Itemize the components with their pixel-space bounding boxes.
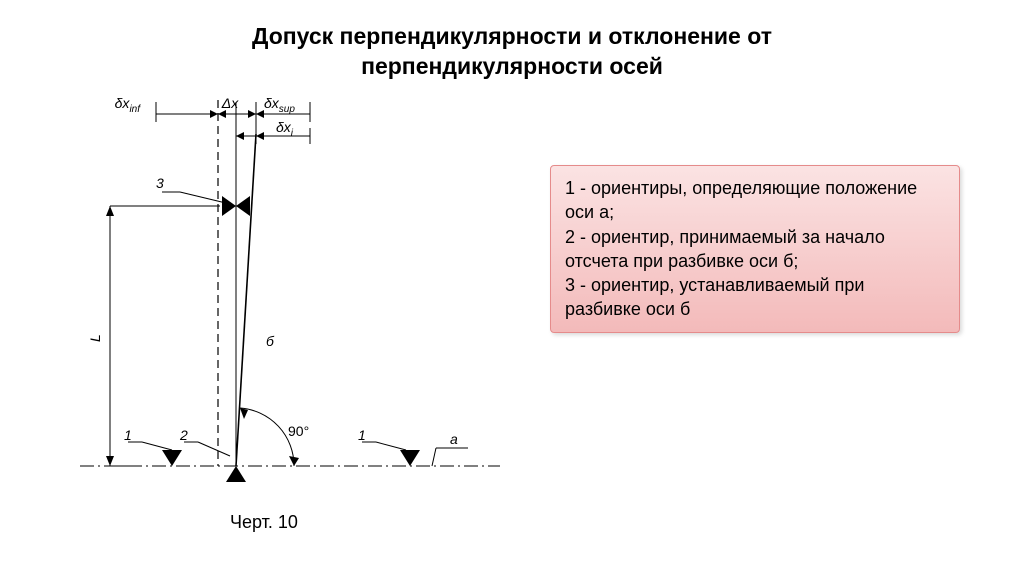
- title-line2: перпендикулярности осей: [361, 53, 663, 79]
- label-a: а: [450, 431, 458, 447]
- measured-line-b: [236, 134, 256, 466]
- label-b: б: [266, 333, 275, 349]
- dx-dimension: [218, 110, 256, 118]
- label-dx: Δx: [221, 96, 239, 111]
- label-90: 90°: [288, 423, 309, 439]
- perpendicularity-diagram: Δx δxinf δxsup δxi 3 L б 90° 1 2 1 а: [80, 96, 500, 506]
- ref-3: [162, 192, 250, 216]
- legend-box: 1 - ориентиры, определяющие положение ос…: [550, 165, 960, 333]
- page-title: Допуск перпендикулярности и отклонение о…: [0, 22, 1024, 82]
- dxinf-dimension: [156, 102, 218, 122]
- legend-line-2: 2 - ориентир, принимаемый за начало отсч…: [565, 227, 885, 271]
- figure-caption: Черт. 10: [230, 512, 298, 533]
- label-1-left: 1: [124, 427, 132, 443]
- legend-line-3: 3 - ориентир, устанавливаемый при разбив…: [565, 275, 864, 319]
- label-a-leader: [432, 448, 436, 466]
- title-line1: Допуск перпендикулярности и отклонение о…: [252, 23, 772, 49]
- label-1-right: 1: [358, 427, 366, 443]
- label-dxinf: δxinf: [115, 96, 142, 115]
- label-2: 2: [179, 427, 188, 443]
- label-L: L: [87, 334, 103, 342]
- label-3: 3: [156, 175, 164, 191]
- label-dxsup: δxsup: [264, 96, 295, 115]
- legend-line-1: 1 - ориентиры, определяющие положение ос…: [565, 178, 917, 222]
- dxi-dimension: [236, 128, 310, 144]
- datum-1-right: [362, 442, 420, 466]
- datum-1-left: [128, 442, 182, 466]
